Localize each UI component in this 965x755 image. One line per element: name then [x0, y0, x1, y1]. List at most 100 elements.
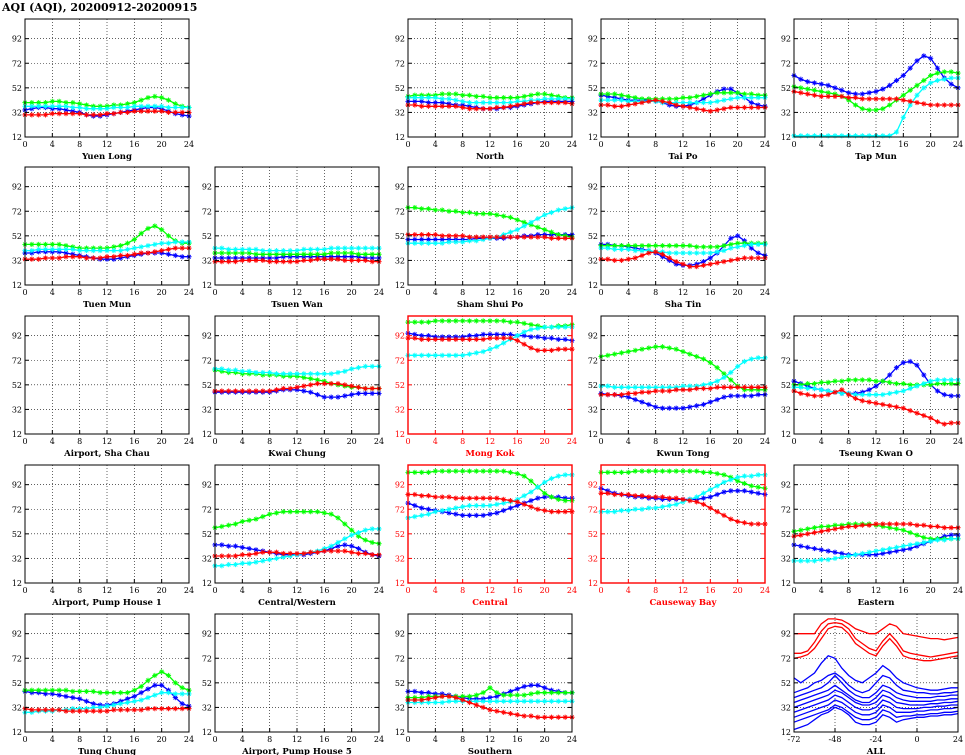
- y-tick-label: 92: [12, 630, 22, 639]
- series-marker: [659, 504, 666, 510]
- series-marker: [342, 542, 348, 548]
- series-marker: [811, 393, 818, 399]
- series-marker: [514, 227, 520, 233]
- series-marker: [219, 245, 225, 251]
- x-tick-label: 20: [926, 586, 936, 595]
- series-marker: [859, 398, 865, 404]
- series-marker: [934, 77, 941, 84]
- series-marker: [29, 247, 35, 254]
- series-marker: [145, 706, 151, 712]
- series-marker: [159, 669, 165, 675]
- series-marker: [77, 708, 83, 714]
- y-tick-label: 52: [781, 679, 791, 688]
- series-marker: [507, 692, 514, 698]
- series-marker: [839, 87, 845, 93]
- series-marker: [494, 234, 500, 240]
- series-marker: [521, 93, 527, 100]
- y-tick-label: 52: [588, 232, 598, 241]
- series-marker: [700, 501, 707, 507]
- series-marker: [866, 387, 872, 393]
- series-marker: [239, 518, 245, 525]
- series-marker: [839, 133, 845, 139]
- series-marker: [335, 256, 341, 262]
- x-tick-label: 16: [512, 437, 522, 446]
- series-marker: [880, 547, 886, 553]
- series-marker: [124, 104, 131, 111]
- series-marker: [625, 256, 631, 262]
- series-marker: [280, 509, 286, 515]
- series-marker: [618, 507, 625, 514]
- series-marker: [273, 387, 280, 393]
- series-marker: [246, 545, 252, 552]
- series-marker: [159, 690, 165, 696]
- series-marker: [42, 112, 49, 118]
- series-marker: [562, 235, 568, 241]
- series-marker: [487, 318, 493, 324]
- series-marker: [425, 240, 432, 246]
- series-marker: [494, 698, 500, 704]
- y-tick-label: 92: [395, 183, 405, 192]
- series-marker: [49, 103, 55, 109]
- series-marker: [219, 563, 225, 569]
- series-marker: [501, 213, 507, 219]
- series-marker: [172, 109, 178, 116]
- series-marker: [694, 99, 700, 106]
- series-marker: [741, 384, 748, 390]
- series-marker: [562, 714, 568, 720]
- series-marker: [653, 388, 659, 394]
- x-tick-label: 4: [433, 586, 438, 595]
- series-marker: [687, 498, 693, 504]
- x-tick-label: 24: [184, 735, 194, 744]
- x-tick-label: 24: [760, 288, 770, 297]
- series-marker: [707, 494, 713, 500]
- series-marker: [349, 549, 355, 555]
- series-marker: [555, 324, 561, 330]
- series-marker: [131, 245, 137, 251]
- series-marker: [111, 247, 117, 254]
- series-marker: [548, 324, 555, 330]
- y-tick-label: 72: [202, 654, 212, 663]
- series-marker: [721, 259, 727, 265]
- x-tick-label: 20: [157, 735, 167, 744]
- series-marker: [165, 240, 172, 246]
- series-marker: [921, 53, 927, 59]
- series-marker: [253, 388, 259, 394]
- plot-frame: [24, 18, 190, 138]
- series-marker: [521, 692, 527, 698]
- series-marker: [900, 388, 906, 394]
- series-marker: [832, 378, 838, 384]
- series-marker: [494, 708, 500, 714]
- series-marker: [562, 346, 568, 352]
- series-marker: [232, 367, 239, 373]
- series-marker: [714, 249, 720, 255]
- series-marker: [646, 401, 652, 408]
- series-marker: [632, 390, 638, 397]
- series-marker: [632, 384, 638, 390]
- series-marker: [507, 469, 514, 475]
- series-marker: [673, 495, 679, 501]
- y-tick-label: 52: [395, 232, 405, 241]
- series-marker: [239, 246, 245, 252]
- series-marker: [419, 206, 425, 212]
- x-tick-label: 8: [267, 586, 272, 595]
- series-line: [793, 699, 959, 718]
- series-marker: [555, 714, 561, 720]
- series-marker: [419, 236, 425, 243]
- series-marker: [335, 245, 341, 251]
- series-marker: [907, 385, 913, 392]
- series-marker: [687, 351, 693, 357]
- x-tick-label: 16: [512, 288, 522, 297]
- series-marker: [439, 207, 445, 213]
- y-tick-label: 72: [12, 505, 22, 514]
- series-marker: [273, 555, 280, 562]
- series-marker: [466, 512, 473, 518]
- x-tick-label: 20: [157, 586, 167, 595]
- plot-frame: [407, 166, 573, 286]
- series-marker: [172, 239, 178, 245]
- series-marker: [735, 488, 741, 494]
- series-marker: [548, 509, 555, 515]
- series-marker: [49, 98, 55, 104]
- series-marker: [666, 495, 672, 501]
- series-marker: [825, 548, 831, 554]
- series-marker: [145, 225, 151, 232]
